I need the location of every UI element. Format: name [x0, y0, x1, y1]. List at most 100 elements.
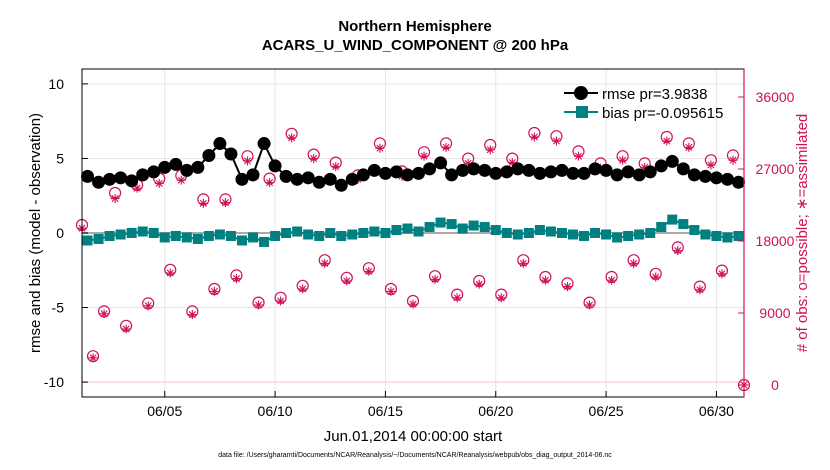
obs-count-series [75, 126, 751, 392]
obs-assimilated-point [419, 151, 429, 161]
rmse-point [81, 169, 95, 183]
bias-point [314, 230, 325, 241]
asterisk-stroke [299, 285, 307, 293]
obs-assimilated-point [529, 132, 539, 142]
asterisk-stroke [277, 297, 285, 305]
bias-point [402, 223, 413, 234]
rmse-point [224, 147, 238, 161]
rmse-point [511, 162, 525, 176]
obs-assimilated-point [684, 142, 694, 152]
rmse-point [180, 163, 194, 177]
rmse-point [158, 160, 172, 174]
bias-point [689, 225, 700, 236]
rmse-point [434, 156, 448, 170]
asterisk-stroke [707, 161, 715, 169]
obs-assimilated-point [231, 274, 241, 284]
rmse-point [147, 165, 161, 179]
asterisk-stroke [420, 152, 428, 160]
rmse-point [478, 163, 492, 177]
bias-point [490, 225, 501, 236]
rmse-point [709, 171, 723, 185]
rmse-point [467, 162, 481, 176]
obs-assimilated-point [386, 286, 396, 296]
bias-point [556, 228, 567, 238]
rmse-point [566, 166, 580, 180]
rmse-point [356, 168, 370, 182]
obs-assimilated-point [574, 151, 583, 161]
bias-point [281, 228, 292, 238]
asterisk-stroke [122, 325, 130, 333]
rmse-point [136, 168, 150, 182]
bias-point [601, 229, 612, 240]
y-tick-label-left: 10 [48, 76, 64, 92]
asterisk-stroke [442, 143, 450, 151]
asterisk-stroke [365, 267, 373, 275]
obs-assimilated-point [562, 282, 572, 292]
rmse-point [103, 172, 117, 186]
asterisk-stroke [100, 310, 108, 318]
bias-point [93, 233, 104, 244]
obs-assimilated-point [309, 154, 319, 164]
asterisk-stroke [552, 137, 560, 145]
obs-assimilated-point [154, 178, 164, 188]
rmse-point [400, 168, 414, 182]
bias-point [325, 228, 336, 238]
asterisk-stroke [232, 275, 241, 283]
y-tick-label-left: -5 [52, 300, 65, 316]
chart-title-line2: ACARS_U_WIND_COMPONENT @ 200 hPa [261, 37, 569, 54]
obs-assimilated-point [474, 279, 484, 289]
bias-point [711, 230, 722, 241]
bias-point [214, 229, 225, 240]
obs-assimilated-point [485, 145, 495, 155]
bias-point [545, 226, 556, 237]
rmse-point [456, 163, 470, 177]
obs-assimilated-point [276, 296, 286, 306]
y-axis-label-right: # of obs: o=possible; ∗=assimilated [794, 114, 811, 353]
obs-assimilated-point [254, 300, 264, 310]
obs-assimilated-point [408, 299, 418, 309]
bias-point [413, 226, 424, 237]
rmse-point [235, 172, 249, 186]
rmse-point [378, 166, 392, 180]
bias-point [236, 235, 247, 246]
legend-rmse-label: rmse pr=3.9838 [602, 86, 707, 103]
obs-assimilated-point [430, 274, 440, 284]
legend-bias-label: bias pr=-0.095615 [602, 105, 723, 122]
obs-assimilated-point [441, 142, 451, 152]
obs-assimilated-point [287, 133, 297, 143]
asterisk-stroke [486, 146, 494, 154]
bias-point [667, 214, 678, 225]
bias-point [512, 229, 523, 240]
y-tick-label-left: 5 [56, 150, 64, 166]
bias-point [523, 228, 534, 238]
rmse-point [731, 175, 745, 189]
x-tick-label: 06/05 [147, 403, 182, 419]
asterisk-stroke [133, 184, 141, 192]
asterisk-stroke [453, 294, 461, 302]
bias-point [181, 232, 192, 243]
asterisk-stroke [608, 276, 616, 284]
bias-point [115, 229, 126, 240]
obs-assimilated-point [176, 175, 186, 185]
rmse-point [643, 165, 657, 179]
rmse-point [423, 162, 437, 176]
bias-point [722, 232, 733, 243]
asterisk-stroke [387, 287, 395, 295]
obs-assimilated-point [452, 293, 462, 303]
y-tick-label-right: 27000 [756, 161, 795, 177]
asterisk-stroke [188, 311, 196, 319]
y-tick-label-left: -10 [44, 374, 64, 390]
y-tick-label-right: 36000 [756, 89, 795, 105]
asterisk-stroke [243, 157, 252, 165]
asterisk-stroke [177, 176, 185, 184]
bias-series [82, 214, 744, 247]
asterisk-stroke [674, 247, 682, 255]
rmse-point [323, 172, 337, 186]
bias-point [656, 222, 667, 233]
y-axis-label-left: rmse and bias (model - observation) [27, 113, 44, 353]
obs-assimilated-point [209, 286, 219, 296]
obs-assimilated-point [618, 155, 628, 165]
bias-point [579, 230, 590, 241]
rmse-point [676, 162, 690, 176]
rmse-point [169, 157, 183, 171]
